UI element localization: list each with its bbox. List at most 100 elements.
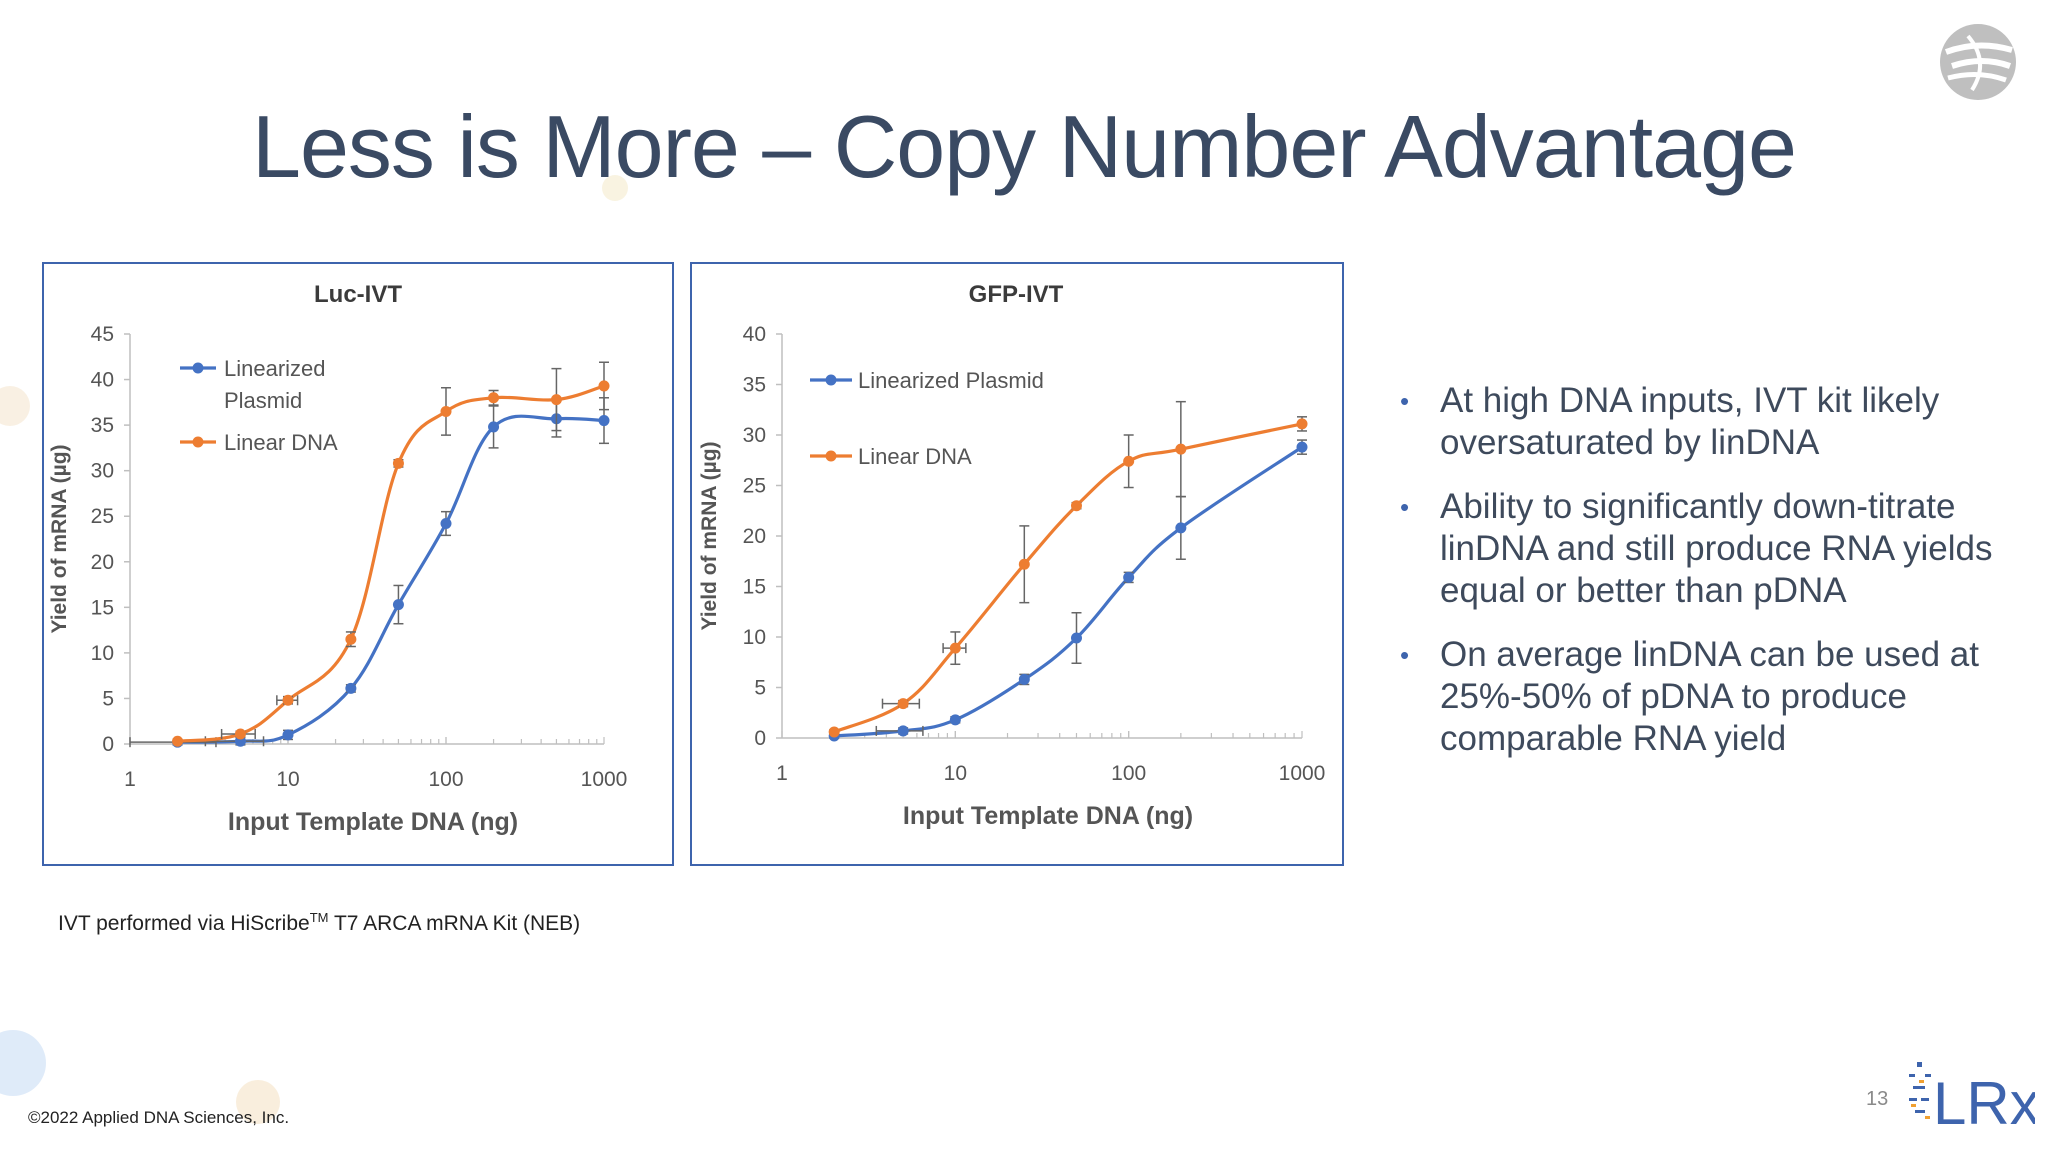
y-tick-label: 5 <box>102 687 114 710</box>
y-tick-label: 10 <box>91 642 114 665</box>
data-point <box>440 405 452 417</box>
legend-label: Plasmid <box>224 388 302 413</box>
chart-title: GFP-IVT <box>969 281 1064 308</box>
data-point <box>345 682 357 694</box>
data-point <box>1123 455 1135 467</box>
data-point <box>598 380 610 392</box>
bullet-text: Ability to significantly down-titrate li… <box>1440 487 1993 610</box>
data-point <box>488 421 500 433</box>
series-line-1 <box>177 384 605 743</box>
legend-swatch-marker <box>825 374 837 386</box>
footnote-prefix: IVT performed via HiScribe <box>58 912 310 935</box>
data-point <box>949 714 961 726</box>
data-point <box>949 642 961 654</box>
series-line-0 <box>834 445 1303 738</box>
data-point <box>234 728 246 740</box>
slide-title: Less is More – Copy Number Advantage <box>252 97 1797 196</box>
data-point <box>440 518 452 530</box>
data-point <box>897 725 909 737</box>
x-tick-label: 100 <box>1111 762 1146 785</box>
data-point <box>488 392 500 404</box>
legend-label: Linearized Plasmid <box>858 368 1044 393</box>
series-line-0 <box>177 414 605 744</box>
x-tick-label: 1 <box>776 762 788 785</box>
footnote-trademark: TM <box>309 910 329 925</box>
background-bubble <box>0 1030 46 1096</box>
company-globe-logo <box>1938 22 2018 107</box>
data-point <box>282 729 294 741</box>
series-line-1 <box>833 422 1303 734</box>
y-tick-label: 15 <box>91 596 114 619</box>
y-tick-label: 20 <box>743 525 766 548</box>
y-tick-label: 40 <box>743 323 766 346</box>
data-point <box>897 698 909 710</box>
footnote-suffix: T7 ARCA mRNA Kit (NEB) <box>328 912 581 935</box>
data-point <box>1018 558 1030 570</box>
copyright-text: ©2022 Applied DNA Sciences, Inc. <box>28 1108 290 1127</box>
logo-text: LRx <box>1933 1070 2035 1132</box>
y-tick-label: 45 <box>91 323 114 346</box>
y-tick-label: 0 <box>102 733 114 756</box>
bullet-item: • Ability to significantly down-titrate l… <box>1398 486 2018 612</box>
legend-swatch-marker <box>192 362 204 374</box>
data-point <box>345 633 357 645</box>
y-tick-label: 15 <box>743 576 766 599</box>
y-tick-label: 5 <box>754 677 766 700</box>
bullet-text: At high DNA inputs, IVT kit likely overs… <box>1440 381 1940 462</box>
y-axis-label: Yield of mRNA (µg) <box>48 444 71 633</box>
y-tick-label: 35 <box>91 414 114 437</box>
x-tick-label: 10 <box>944 762 967 785</box>
lrx-logo: LRx <box>1905 1052 2040 1137</box>
x-tick-label: 1000 <box>581 768 628 791</box>
y-tick-label: 25 <box>743 475 766 498</box>
x-tick-label: 10 <box>276 768 299 791</box>
y-tick-label: 20 <box>91 551 114 574</box>
data-point <box>1175 443 1187 455</box>
bullet-dot-icon: • <box>1400 640 1410 670</box>
y-tick-label: 25 <box>91 505 114 528</box>
x-axis-label: Input Template DNA (ng) <box>228 808 518 836</box>
legend-swatch-marker <box>192 436 204 448</box>
bullet-item: • On average linDNA can be used at 25%-50… <box>1398 634 2018 760</box>
data-point <box>282 694 294 706</box>
footnote: IVT performed via HiScribeTM T7 ARCA mRN… <box>58 910 580 936</box>
data-point <box>1070 500 1082 512</box>
luc-ivt-chart: Luc-IVT 0 5 10 15 20 25 30 35 40 45 1 10 100 1000 Input… <box>42 262 674 866</box>
background-bubble <box>0 386 30 426</box>
legend-label: Linear DNA <box>858 444 972 469</box>
bullet-item: • At high DNA inputs, IVT kit likely over… <box>1398 380 2018 464</box>
chart-title: Luc-IVT <box>314 281 402 308</box>
legend-label: Linear DNA <box>224 430 338 455</box>
legend-label: Linearized <box>224 356 326 381</box>
bullet-dot-icon: • <box>1400 492 1410 522</box>
x-axis-label: Input Template DNA (ng) <box>903 802 1193 830</box>
data-point <box>550 394 562 406</box>
data-point <box>1018 673 1030 685</box>
y-axis-label: Yield of mRNA (µg) <box>698 441 721 630</box>
y-tick-label: 35 <box>743 374 766 397</box>
y-tick-label: 10 <box>743 626 766 649</box>
data-point <box>1296 418 1308 430</box>
bullet-dot-icon: • <box>1400 386 1410 416</box>
data-point <box>598 415 610 427</box>
x-tick-label: 1000 <box>1279 762 1326 785</box>
bullet-text: On average linDNA can be used at 25%-50%… <box>1440 635 1979 758</box>
bullet-list: • At high DNA inputs, IVT kit likely over… <box>1398 380 2018 782</box>
luc-ivt-chart-svg: Luc-IVT 0 5 10 15 20 25 30 35 40 45 1 10 100 1000 Input… <box>48 281 628 836</box>
x-tick-label: 100 <box>428 768 463 791</box>
data-point <box>1123 571 1135 583</box>
y-tick-label: 30 <box>743 424 766 447</box>
gfp-ivt-chart: GFP-IVT 0 5 10 15 20 25 30 35 40 1 10 100 1000 Input T… <box>690 262 1344 866</box>
y-tick-label: 30 <box>91 460 114 483</box>
gfp-ivt-chart-svg: GFP-IVT 0 5 10 15 20 25 30 35 40 1 10 100 1000 Input T… <box>698 281 1326 830</box>
data-point <box>172 735 184 747</box>
data-point <box>1175 522 1187 534</box>
page-number: 13 <box>1866 1088 1889 1110</box>
x-tick-label: 1 <box>124 768 136 791</box>
data-point <box>828 726 840 738</box>
data-point <box>1070 632 1082 644</box>
legend-swatch-marker <box>825 450 837 462</box>
y-tick-label: 0 <box>754 727 766 750</box>
data-point <box>1296 441 1308 453</box>
data-point <box>392 599 404 611</box>
